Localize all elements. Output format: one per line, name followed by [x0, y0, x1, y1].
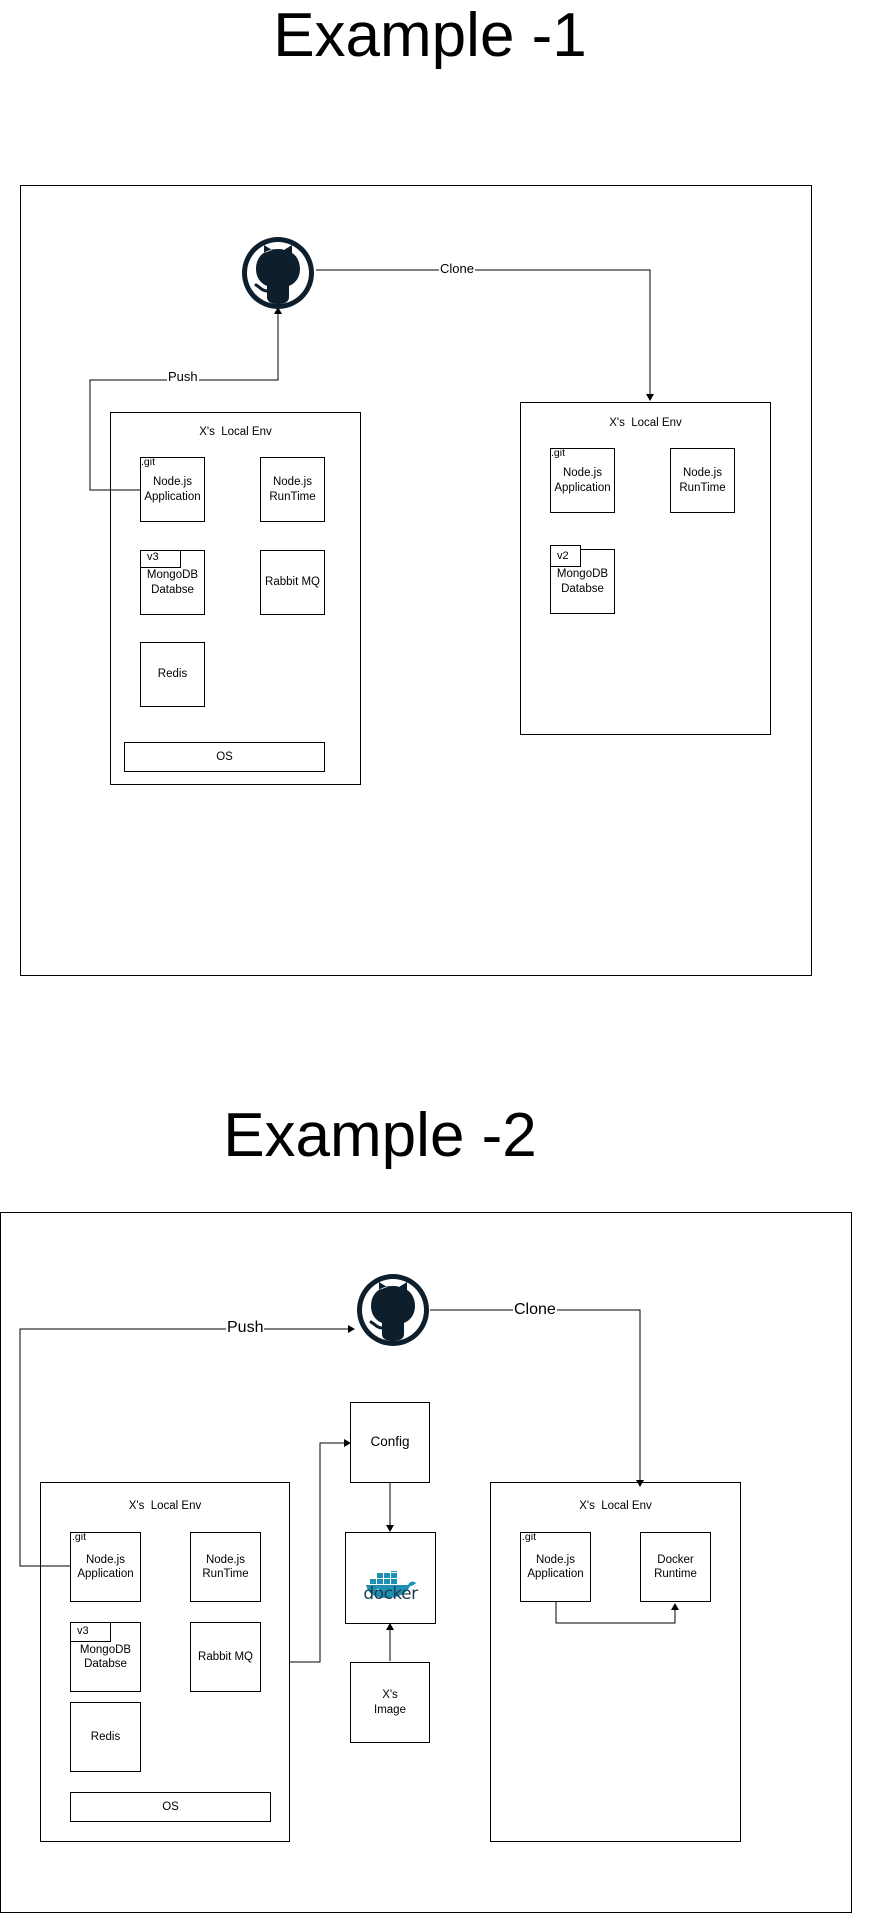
- local-env-left-2: [40, 1482, 290, 1842]
- clone-connector: [316, 269, 654, 401]
- push-label: Push: [167, 369, 199, 384]
- mongodb-version-tag-right: v2: [550, 545, 581, 567]
- redis-box-2: Redis: [70, 1702, 141, 1772]
- local-env-left-2-label: X's Local Env: [128, 1500, 202, 1512]
- local-env-left-label: X's Local Env: [199, 426, 272, 438]
- git-tag-2: .git: [72, 1531, 87, 1543]
- local-env-right-label: X's Local Env: [609, 417, 682, 429]
- nodejs-application-box: Node.js Application: [140, 457, 205, 522]
- example-1-connectors: [89, 269, 654, 491]
- docker-box: docker: [345, 1532, 436, 1624]
- mongodb-version-tag: v3: [140, 550, 181, 568]
- redis-box: Redis: [140, 642, 205, 707]
- push-label-2: Push: [226, 1319, 265, 1337]
- local-env-right-2-label: X's Local Env: [579, 1500, 652, 1512]
- nodejs-application-box-2: Node.js Application: [70, 1532, 141, 1602]
- push-connector-2: [19, 1325, 355, 1567]
- mongodb-database-box-right: MongoDB Databse: [550, 549, 615, 614]
- clone-connector-2: [430, 1309, 644, 1487]
- nodejs-runtime-box: Node.js RunTime: [260, 457, 325, 522]
- rabbitmq-box: Rabbit MQ: [260, 550, 325, 615]
- clone-label-2: Clone: [513, 1301, 557, 1319]
- nodejs-application-box-right: Node.js Application: [550, 448, 615, 513]
- image-box: X's Image: [350, 1662, 430, 1743]
- example-1-title: Example -1: [273, 1, 587, 70]
- nodejs-application-box-right-2: Node.js Application: [520, 1532, 591, 1602]
- os-box-2: OS: [70, 1792, 271, 1822]
- config-box: Config: [350, 1402, 430, 1483]
- app-to-runtime-connector: [555, 1602, 679, 1624]
- nodejs-runtime-box-right: Node.js RunTime: [670, 448, 735, 513]
- rabbitmq-box-2: Rabbit MQ: [190, 1622, 261, 1692]
- docker-runtime-box: Docker Runtime: [640, 1532, 711, 1602]
- git-tag-right-2: .git: [522, 1531, 537, 1543]
- local-env-right-2: [490, 1482, 741, 1842]
- local-env-left: [110, 412, 361, 785]
- clone-label: Clone: [439, 261, 475, 276]
- docker-logo-text: docker: [363, 1584, 418, 1604]
- local-env-right: [520, 402, 771, 735]
- env-to-config-connector: [290, 1439, 351, 1663]
- nodejs-runtime-box-2: Node.js RunTime: [190, 1532, 261, 1602]
- example-1-frame: [20, 185, 812, 976]
- example-2-title: Example -2: [223, 1101, 537, 1170]
- github-icon: [240, 235, 316, 311]
- git-tag-right: .git: [551, 447, 566, 459]
- docker-icon: [364, 1557, 418, 1599]
- push-connector: [89, 307, 282, 491]
- git-tag: .git: [141, 456, 156, 468]
- github-icon-2: [355, 1272, 431, 1348]
- os-box: OS: [124, 742, 325, 772]
- mongodb-version-tag-2: v3: [70, 1622, 111, 1642]
